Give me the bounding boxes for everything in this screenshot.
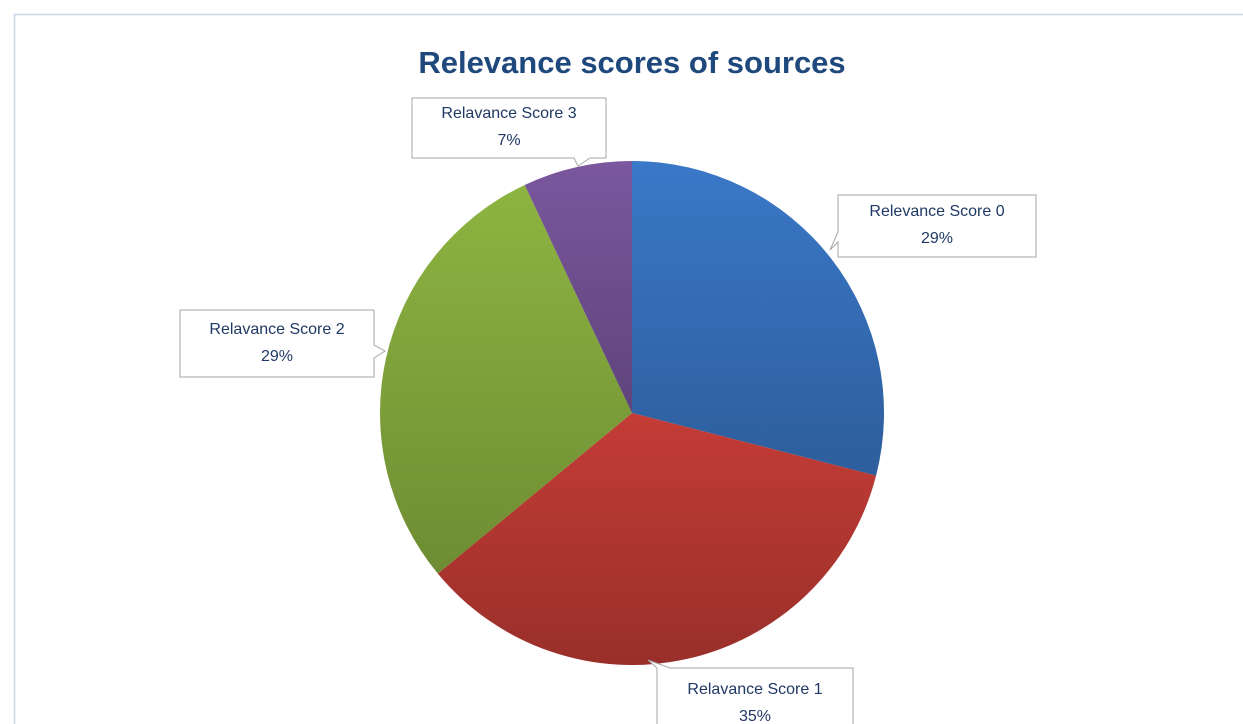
label-box <box>647 659 854 724</box>
label-category: Relavance Score 3 <box>441 105 576 122</box>
data-labels: Relevance Score 0 29% Relavance Score 1 35%… <box>179 97 1037 724</box>
label-box <box>179 309 386 378</box>
pie <box>380 161 885 666</box>
chart-title: Relevance scores of sources <box>418 45 845 80</box>
slice-shade <box>380 184 632 574</box>
label-category: Relavance Score 1 <box>687 681 822 698</box>
slice-shade <box>524 161 632 413</box>
slice-shade <box>632 161 885 476</box>
label-category: Relavance Score 2 <box>209 321 344 338</box>
slice-shade <box>437 413 877 666</box>
label-category: Relevance Score 0 <box>869 203 1004 220</box>
label-value: 35% <box>739 708 771 724</box>
label-box <box>829 194 1037 258</box>
label-box <box>411 97 607 167</box>
label-value: 7% <box>497 132 520 149</box>
label-value: 29% <box>261 348 293 365</box>
label-value: 29% <box>921 230 953 247</box>
